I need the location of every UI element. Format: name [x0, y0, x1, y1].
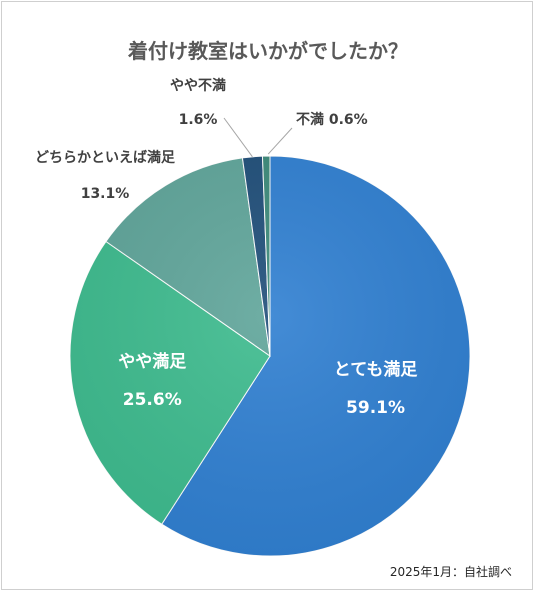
source-note: 2025年1月：自社調べ [390, 564, 512, 579]
slice-label: やや不満 [170, 77, 226, 94]
slice-value-label: 13.1% [81, 186, 130, 202]
slice-label: 不満 0.6% [296, 111, 368, 128]
slice-label: とても満足 [334, 359, 418, 380]
slice-value-label: 59.1% [346, 398, 405, 418]
slice-value-label: 1.6% [179, 112, 218, 128]
chart-title: 着付け教室はいかがでしたか？ [127, 39, 408, 63]
slice-value-label: 25.6% [123, 390, 182, 410]
slice-label: やや満足 [118, 351, 186, 372]
leader-line [223, 117, 253, 158]
slice-label: どちらかといえば満足 [35, 149, 176, 166]
leader-line [267, 127, 293, 155]
